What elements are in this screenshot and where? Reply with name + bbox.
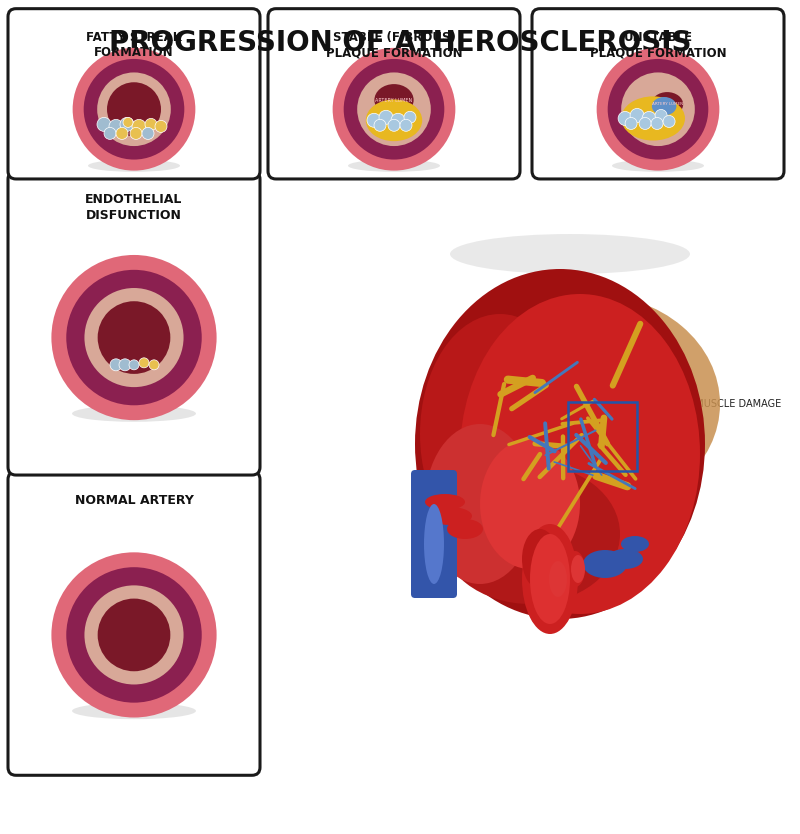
Ellipse shape (66, 567, 202, 703)
Circle shape (379, 110, 393, 124)
Ellipse shape (652, 97, 677, 115)
Circle shape (367, 113, 381, 128)
FancyBboxPatch shape (411, 470, 457, 598)
Circle shape (642, 112, 656, 125)
Text: UNSTABLE
PLAQUE FORMATION: UNSTABLE PLAQUE FORMATION (590, 31, 726, 59)
Text: HEART MUSCLE DAMAGE: HEART MUSCLE DAMAGE (638, 399, 782, 433)
Ellipse shape (415, 269, 705, 619)
FancyBboxPatch shape (8, 171, 260, 475)
Ellipse shape (66, 270, 202, 405)
Ellipse shape (565, 551, 585, 587)
Ellipse shape (88, 159, 180, 172)
Ellipse shape (460, 294, 700, 614)
Ellipse shape (460, 294, 720, 514)
FancyBboxPatch shape (268, 8, 520, 179)
FancyBboxPatch shape (8, 8, 260, 179)
Ellipse shape (344, 59, 444, 159)
Circle shape (145, 118, 157, 130)
Ellipse shape (549, 561, 567, 597)
Ellipse shape (97, 73, 171, 146)
Text: FATTY STREAK
FORMATION: FATTY STREAK FORMATION (86, 31, 182, 59)
Ellipse shape (374, 84, 414, 116)
Circle shape (139, 358, 149, 368)
Text: STABLE (FIBROUS)
PLAQUE FORMATION: STABLE (FIBROUS) PLAQUE FORMATION (326, 31, 462, 59)
Circle shape (120, 118, 134, 132)
Ellipse shape (85, 288, 183, 387)
Ellipse shape (571, 555, 585, 583)
Circle shape (388, 119, 400, 131)
Circle shape (391, 113, 405, 128)
Circle shape (132, 119, 146, 133)
Circle shape (404, 111, 416, 123)
Ellipse shape (98, 599, 170, 671)
Circle shape (149, 359, 159, 369)
Circle shape (104, 128, 116, 139)
Ellipse shape (530, 534, 570, 624)
Circle shape (639, 118, 651, 129)
Ellipse shape (583, 550, 627, 578)
Ellipse shape (607, 549, 643, 569)
Text: ARTERY LUMEN: ARTERY LUMEN (652, 103, 682, 107)
Ellipse shape (366, 99, 422, 141)
Circle shape (655, 109, 667, 122)
Ellipse shape (428, 507, 472, 525)
Text: PROGRESSION OF ATHEROSCLEROSIS: PROGRESSION OF ATHEROSCLEROSIS (109, 29, 691, 58)
FancyBboxPatch shape (532, 8, 784, 179)
Circle shape (374, 119, 386, 131)
Text: NORMAL ARTERY: NORMAL ARTERY (74, 494, 194, 506)
Circle shape (618, 112, 632, 125)
Ellipse shape (51, 255, 217, 420)
Circle shape (625, 118, 637, 129)
Ellipse shape (348, 159, 440, 172)
Ellipse shape (651, 92, 683, 117)
Circle shape (110, 359, 122, 371)
Ellipse shape (621, 73, 695, 146)
Circle shape (109, 119, 123, 133)
Ellipse shape (425, 494, 465, 510)
Circle shape (97, 118, 111, 132)
Ellipse shape (420, 314, 580, 554)
Ellipse shape (85, 585, 183, 685)
Ellipse shape (107, 83, 161, 136)
Circle shape (116, 128, 128, 139)
Circle shape (123, 118, 133, 128)
Ellipse shape (72, 405, 196, 422)
Ellipse shape (333, 48, 455, 171)
Ellipse shape (450, 234, 690, 274)
FancyBboxPatch shape (8, 471, 260, 776)
Ellipse shape (425, 424, 535, 584)
Ellipse shape (73, 48, 195, 171)
Circle shape (155, 120, 167, 133)
Circle shape (663, 115, 675, 128)
Ellipse shape (72, 703, 196, 719)
Ellipse shape (597, 48, 719, 171)
Ellipse shape (522, 529, 558, 589)
Circle shape (119, 359, 131, 371)
Circle shape (630, 108, 644, 123)
Ellipse shape (98, 301, 170, 374)
Ellipse shape (84, 59, 184, 159)
Text: ENDOTHELIAL
DISFUNCTION: ENDOTHELIAL DISFUNCTION (86, 193, 182, 222)
Circle shape (400, 119, 412, 131)
Ellipse shape (480, 439, 580, 569)
Text: ARTERY LUMEN: ARTERY LUMEN (375, 98, 413, 103)
Circle shape (130, 128, 142, 139)
Ellipse shape (522, 524, 578, 634)
Ellipse shape (612, 159, 704, 172)
Ellipse shape (621, 97, 685, 141)
Ellipse shape (543, 557, 567, 601)
Circle shape (142, 128, 154, 139)
Ellipse shape (51, 552, 217, 717)
Circle shape (651, 118, 663, 129)
Ellipse shape (608, 59, 708, 159)
Ellipse shape (357, 73, 431, 146)
Ellipse shape (440, 464, 620, 604)
Ellipse shape (424, 504, 444, 584)
Ellipse shape (621, 536, 649, 552)
Circle shape (129, 359, 139, 369)
Ellipse shape (447, 519, 483, 539)
